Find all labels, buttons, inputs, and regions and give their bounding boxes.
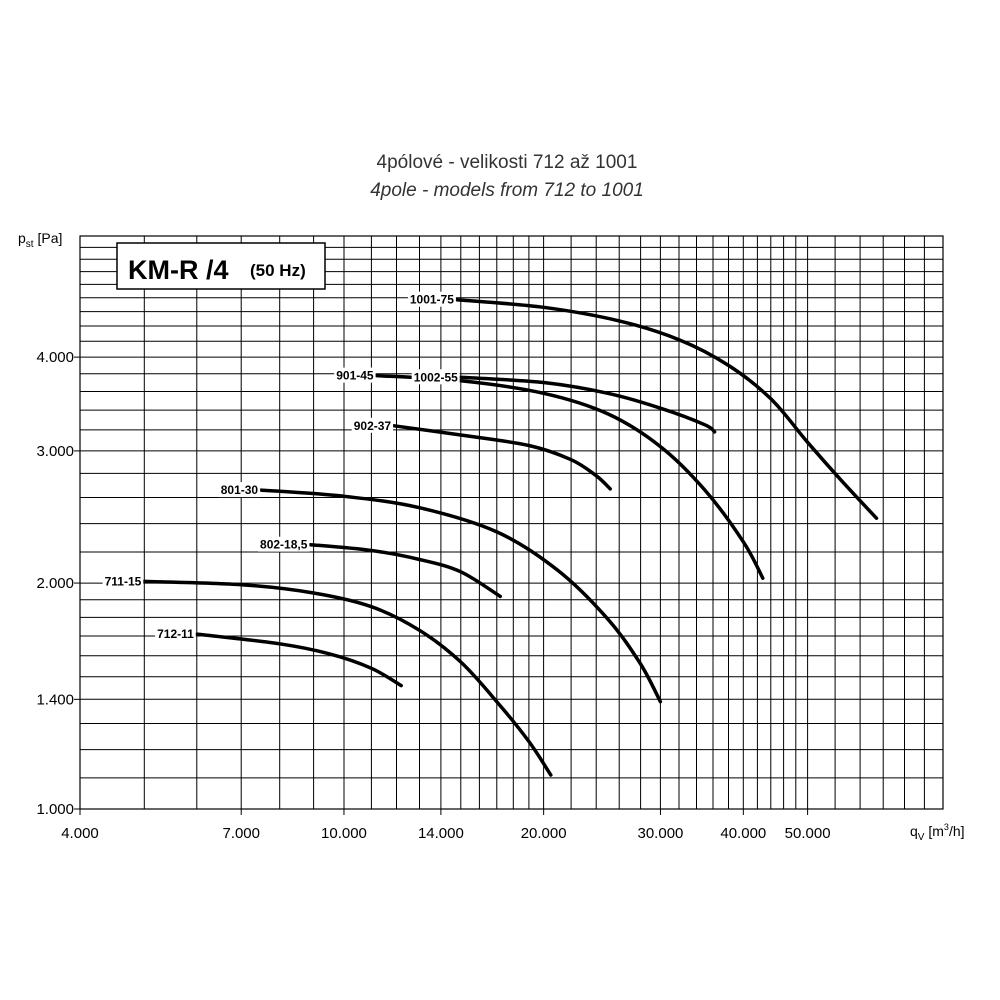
x-tick-label: 50.000 [785, 825, 831, 842]
label-background [334, 367, 376, 383]
curve-801-30 [259, 488, 663, 704]
x-axis-ticks: 4.000 7.000 10.000 14.000 20.000 30.000 40.000… [61, 809, 831, 842]
series-label: 901-45 [336, 369, 374, 383]
label-802-18-5: 802-18,5 [258, 536, 310, 552]
series-label: 712-11 [157, 627, 194, 641]
y-tick-label: 1.000 [36, 801, 74, 818]
model-name: KM-R /4 [128, 255, 229, 285]
label-background [351, 417, 394, 433]
label-712-11: 712-11 [155, 626, 196, 642]
series-label: 711-15 [105, 574, 142, 588]
label-background [407, 291, 456, 307]
y-tick-label: 2.000 [36, 575, 74, 592]
x-tick-label: 40.000 [720, 825, 766, 842]
x-axis-label: qV [m3/h] [910, 822, 965, 843]
y-axis-label: pst [Pa] [18, 230, 62, 250]
curve-1001-75 [455, 297, 879, 520]
x-tick-label: 7.000 [222, 825, 260, 842]
label-711-15: 711-15 [102, 573, 144, 589]
grid [79, 236, 944, 810]
series-label: 1002-55 [414, 370, 458, 384]
curve-902-37 [392, 424, 612, 491]
label-background [155, 626, 196, 642]
label-901-45: 901-45 [334, 367, 376, 383]
label-background [218, 482, 261, 498]
x-tick-label: 10.000 [321, 825, 367, 842]
y-axis-ticks: 1.000 1.400 2.000 3.000 4.000 [36, 349, 80, 818]
curve-802-18-5 [308, 542, 502, 599]
series-label: 801-30 [221, 483, 259, 497]
model-frequency: (50 Hz) [250, 261, 306, 280]
series-label: 902-37 [354, 419, 392, 433]
chart-title-czech: 4pólové - velikosti 712 až 1001 [377, 152, 638, 173]
curve-1002-55 [459, 375, 717, 434]
curve-901-45 [374, 373, 765, 580]
label-1001-75: 1001-75 [407, 291, 456, 307]
label-background [411, 369, 460, 385]
series-label: 1001-75 [410, 293, 454, 307]
series-labels: 1001-75 1002-55 901-45 902-37 801-30 802-18,5… [102, 291, 460, 642]
model-box: KM-R /4 (50 Hz) [116, 242, 326, 290]
x-tick-label: 20.000 [521, 825, 567, 842]
curve-711-15 [142, 579, 553, 777]
plot-frame [79, 235, 944, 810]
x-tick-label: 14.000 [418, 825, 464, 842]
label-902-37: 902-37 [351, 417, 394, 433]
y-tick-label: 3.000 [36, 443, 74, 460]
y-tick-label: 4.000 [36, 349, 74, 366]
label-background [258, 536, 310, 552]
chart-title-english: 4pole - models from 712 to 1001 [370, 180, 644, 201]
curve-712-11 [195, 632, 403, 688]
label-background [102, 573, 144, 589]
x-tick-label: 4.000 [61, 825, 99, 842]
series-curves [142, 297, 879, 777]
x-tick-label: 30.000 [638, 825, 684, 842]
y-tick-label: 1.400 [36, 691, 74, 708]
series-label: 802-18,5 [260, 538, 308, 552]
label-1002-55: 1002-55 [411, 369, 460, 385]
label-801-30: 801-30 [218, 482, 261, 498]
